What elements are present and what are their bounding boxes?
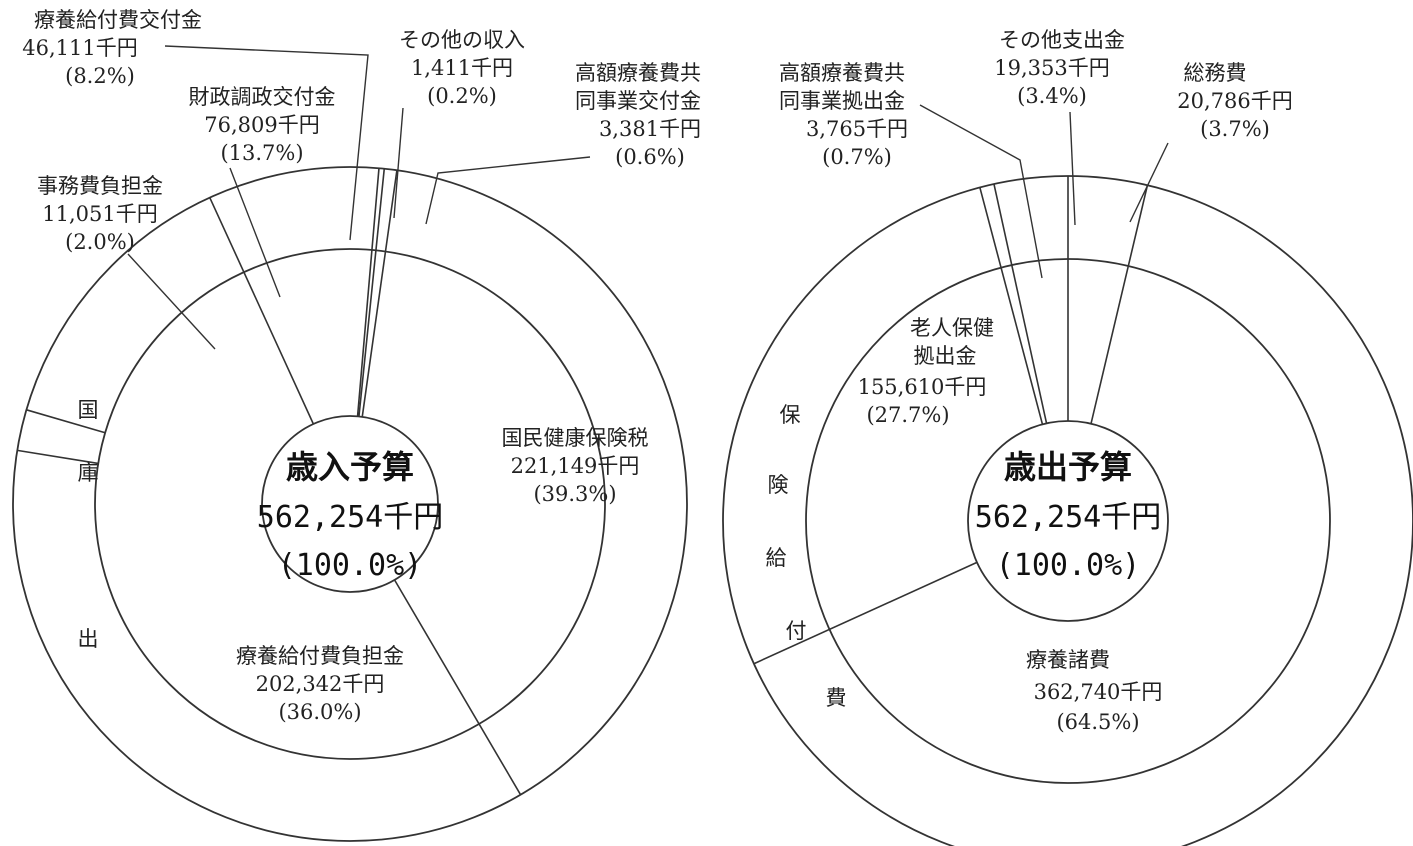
revenue-boundary-0 <box>361 170 398 417</box>
revenue-leader-3 <box>229 167 281 298</box>
expenditure-total-share: (100.0%) <box>996 548 1141 583</box>
group-label-char-1: 国 <box>78 398 99 422</box>
slice-share-kokuho-tax: (39.3%) <box>533 482 616 506</box>
revenue-boundary-4 <box>209 197 315 425</box>
slice-amount-ryoyo-shohi: 362,740千円 <box>1034 680 1163 704</box>
expenditure-title: 歳出予算 <box>1004 448 1132 486</box>
slice-share-other-expense: (3.4%) <box>1017 84 1087 108</box>
expenditure-leader-0 <box>919 104 1043 279</box>
slice-label-other-expense: その他支出金 <box>999 28 1125 52</box>
expenditure-leader-2 <box>1129 142 1169 223</box>
slice-label-kokuho-tax: 国民健康保険税 <box>502 426 649 450</box>
revenue-center-circle <box>261 415 439 593</box>
slice-amount-ryoyo-futan: 202,342千円 <box>256 672 385 696</box>
slice-label-somuhi: 総務費 <box>1184 61 1247 85</box>
revenue-slice-boundaries <box>17 168 522 796</box>
expenditure-total-amount: 562,254千円 <box>975 500 1161 535</box>
slice-label-rojin-2: 拠出金 <box>914 344 977 368</box>
slice-label-ryoyo-kofu: 療養給付費交付金 <box>34 8 202 32</box>
slice-share-kogaku-kofu: (0.6%) <box>615 145 685 169</box>
slice-amount-rojin: 155,610千円 <box>858 375 987 399</box>
slice-amount-other-income: 1,411千円 <box>411 56 513 80</box>
slice-share-kogaku-kyoshutsu: (0.7%) <box>822 145 892 169</box>
revenue-inner-ring <box>94 248 606 760</box>
slice-amount-kogaku-kofu: 3,381千円 <box>599 117 701 141</box>
revenue-outer-ring <box>12 166 688 842</box>
group-label-char-1: 保 <box>780 403 801 427</box>
revenue-boundary-5 <box>356 168 380 417</box>
slice-label-ryoyo-shohi: 療養諸費 <box>1026 648 1110 672</box>
expenditure-budget-chart: 歳出予算 562,254千円 (100.0%) 総務費 20,786千円 (3.… <box>722 28 1413 846</box>
slice-amount-kokuho-tax: 221,149千円 <box>511 454 640 478</box>
revenue-total-amount: 562,254千円 <box>257 500 443 535</box>
revenue-boundary-1 <box>393 579 522 796</box>
expenditure-leader-1 <box>1069 111 1076 226</box>
slice-amount-other-expense: 19,353千円 <box>994 56 1109 80</box>
slice-label-kogaku-kofu-1: 高額療養費共 <box>575 61 701 85</box>
slice-label-ryoyo-futan: 療養給付費負担金 <box>236 644 404 668</box>
revenue-boundary-2 <box>17 449 99 465</box>
group-label-char-3: 出 <box>78 627 99 651</box>
slice-label-other-income: その他の収入 <box>399 28 525 52</box>
group-label-char-2: 庫 <box>78 461 99 485</box>
slice-share-rojin: (27.7%) <box>866 403 949 427</box>
slice-share-jimuhi: (2.0%) <box>65 230 135 254</box>
slice-label-jimuhi: 事務費負担金 <box>37 174 163 198</box>
slice-label-rojin-1: 老人保健 <box>910 316 994 340</box>
revenue-total-share: (100.0%) <box>278 548 423 583</box>
revenue-leader-2 <box>425 156 591 225</box>
revenue-title: 歳入予算 <box>286 448 414 486</box>
group-label-char-5: 費 <box>826 686 847 710</box>
expenditure-boundary-1 <box>1090 185 1149 424</box>
slice-amount-kogaku-kyoshutsu: 3,765千円 <box>806 117 908 141</box>
slice-share-somuhi: (3.7%) <box>1200 117 1270 141</box>
slice-share-ryoyo-futan: (36.0%) <box>278 700 361 724</box>
revenue-leader-4 <box>127 253 216 350</box>
slice-share-ryoyo-shohi: (64.5%) <box>1056 710 1139 734</box>
slice-share-other-income: (0.2%) <box>427 84 497 108</box>
slice-amount-jimuhi: 11,051千円 <box>42 202 157 226</box>
revenue-leader-1 <box>393 107 404 219</box>
group-label-char-3: 給 <box>766 546 787 570</box>
revenue-leader-lines <box>127 45 591 350</box>
slice-share-ryoyo-kofu: (8.2%) <box>65 64 135 88</box>
group-label-char-4: 付 <box>786 619 807 643</box>
expenditure-boundary-4 <box>993 183 1048 424</box>
revenue-leader-0 <box>164 45 369 241</box>
revenue-budget-chart: 歳入予算 562,254千円 (100.0%) 国民健康保険税 221,149千… <box>12 8 701 842</box>
slice-label-kogaku-kofu-2: 同事業交付金 <box>575 89 701 113</box>
slice-label-kogaku-kyoshutsu-2: 同事業拠出金 <box>779 89 905 113</box>
slice-label-kogaku-kyoshutsu-1: 高額療養費共 <box>779 61 905 85</box>
group-label-char-2: 険 <box>768 473 789 497</box>
slice-share-zaisei: (13.7%) <box>220 141 303 165</box>
expenditure-leader-lines <box>919 104 1169 279</box>
expenditure-slice-boundaries <box>753 176 1149 665</box>
revenue-boundary-3 <box>26 409 106 434</box>
slice-label-zaisei: 財政調政交付金 <box>189 85 336 109</box>
revenue-boundary-6 <box>358 168 386 417</box>
slice-amount-somuhi: 20,786千円 <box>1177 89 1292 113</box>
expenditure-boundary-2 <box>753 561 978 665</box>
slice-amount-zaisei: 76,809千円 <box>204 113 319 137</box>
expenditure-boundary-3 <box>979 187 1044 425</box>
slice-amount-ryoyo-kofu: 46,111千円 <box>22 36 137 60</box>
